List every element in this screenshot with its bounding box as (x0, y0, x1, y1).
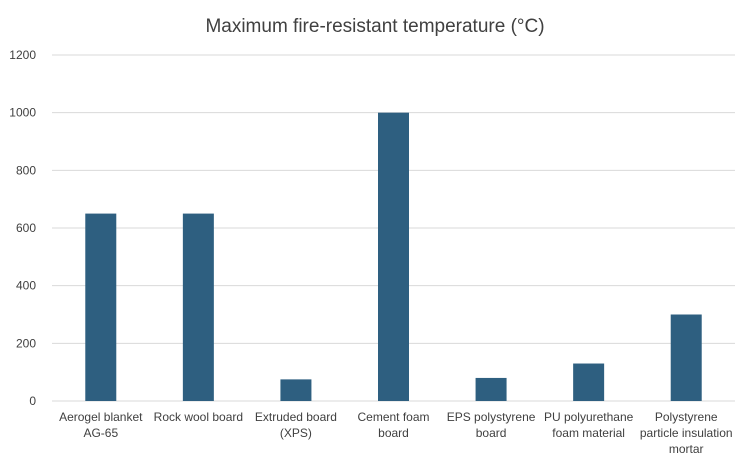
x-tick-label-line: AG-65 (83, 426, 118, 440)
y-tick-label: 1000 (9, 106, 36, 120)
x-tick-label-line: board (378, 426, 409, 440)
x-tick-label: Polystyrene particle insulation mortar (640, 410, 733, 456)
x-tick-label-line: (XPS) (280, 426, 312, 440)
x-tick-label: Extruded board (XPS) (255, 410, 337, 440)
x-tick-label: Cement foam board (357, 410, 429, 440)
bar (475, 377, 507, 401)
chart-title: Maximum fire-resistant temperature (°C) (205, 16, 544, 37)
x-tick-label-line: mortar (669, 442, 704, 456)
y-tick-label: 0 (29, 394, 36, 408)
x-tick-label: Aerogel blanket AG-65 (59, 410, 143, 440)
bar (85, 213, 117, 401)
x-tick-label: PU polyurethane foam material (544, 410, 634, 440)
x-tick-label: Rock wool board (154, 410, 243, 424)
bars (85, 112, 702, 402)
x-tick-label-line: EPS polystyrene (447, 410, 536, 424)
y-tick-label: 1200 (9, 48, 36, 62)
y-tick-label: 400 (16, 279, 36, 293)
x-tick-label-line: Cement foam (357, 410, 429, 424)
bar (182, 213, 214, 401)
bar (670, 314, 702, 401)
bar (378, 112, 409, 402)
x-tick-label: EPS polystyrene board (447, 410, 536, 440)
x-tick-label-line: Aerogel blanket (59, 410, 143, 424)
y-tick-label: 800 (16, 163, 36, 177)
y-tick-label: 600 (16, 221, 36, 235)
y-axis-ticks: 0 200 400 600 800 1000 1200 (9, 48, 36, 408)
bar (573, 363, 605, 401)
x-tick-label-line: PU polyurethane (544, 410, 634, 424)
y-tick-label: 200 (16, 336, 36, 350)
x-tick-label-line: board (476, 426, 507, 440)
x-tick-label-line: foam material (552, 426, 625, 440)
x-axis-labels: Aerogel blanket AG-65 Rock wool board Extru… (59, 410, 732, 456)
x-tick-label-line: Polystyrene (655, 410, 718, 424)
x-tick-label-line: Rock wool board (154, 410, 243, 424)
x-tick-label-line: particle insulation (640, 426, 733, 440)
bar (280, 379, 312, 401)
x-tick-label-line: Extruded board (255, 410, 337, 424)
